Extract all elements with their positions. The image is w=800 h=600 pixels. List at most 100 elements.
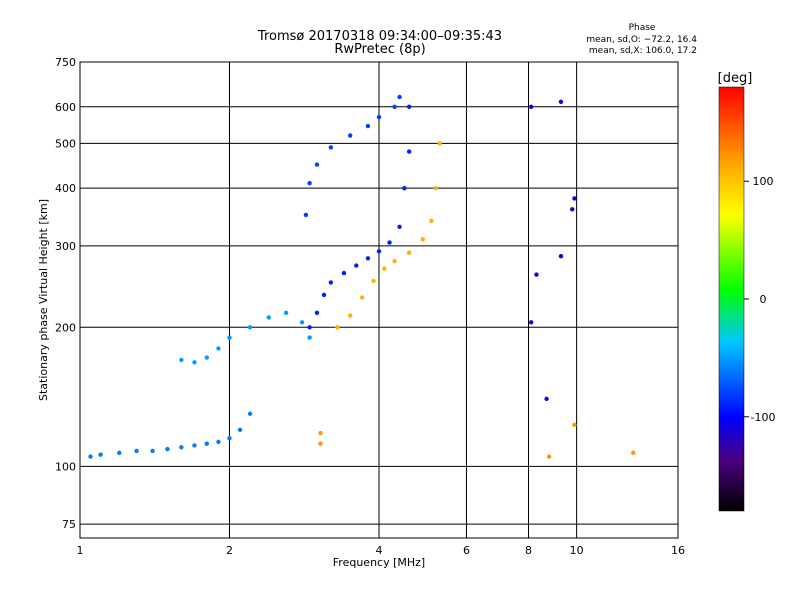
chart-subtitle: RwPretec (8p) [334, 42, 425, 57]
y-axis-label: Stationary phase Virtual Height [km] [37, 199, 50, 401]
y-tick-label: 400 [55, 182, 76, 195]
data-point [303, 212, 309, 218]
x-tick-label: 1 [77, 544, 84, 557]
y-tick-label: 100 [55, 460, 76, 473]
colorbar-ticks: 100 0 -100 [744, 175, 775, 424]
data-point [247, 325, 253, 330]
colorbar-label: [deg] [718, 71, 753, 86]
data-point [216, 439, 221, 445]
data-point [387, 240, 392, 245]
data-point [392, 258, 397, 264]
x-tick-label: 2 [226, 544, 233, 557]
data-point [283, 310, 289, 315]
data-point [376, 249, 382, 254]
data-points [88, 94, 636, 459]
data-point [397, 224, 402, 229]
stats-o-line: mean, sd,O: −72.2, 16.4 [586, 35, 697, 45]
data-point [204, 355, 209, 360]
data-point [299, 320, 305, 325]
data-point [397, 94, 402, 100]
data-point [406, 250, 412, 255]
data-point [216, 346, 221, 351]
data-point [544, 396, 549, 402]
data-point [354, 263, 359, 268]
y-tick-label: 750 [55, 56, 76, 69]
data-point [570, 207, 575, 212]
data-point [558, 99, 564, 105]
data-point [227, 436, 232, 441]
y-tick-label: 600 [55, 101, 76, 114]
data-point [406, 104, 412, 109]
data-point [204, 441, 209, 446]
data-point [382, 266, 387, 271]
stats-x-line: mean, sd,X: 106.0, 17.2 [589, 46, 697, 56]
data-point [192, 443, 197, 448]
data-point [335, 325, 340, 330]
data-point [179, 445, 184, 450]
data-point [347, 133, 353, 138]
x-tick-label: 6 [463, 544, 470, 557]
data-point [227, 335, 232, 340]
data-point [528, 320, 534, 325]
data-point [150, 448, 155, 454]
colorbar-tick-label: 0 [760, 293, 767, 306]
data-point [429, 218, 434, 223]
data-point [307, 181, 312, 186]
data-point [318, 441, 323, 446]
data-point [314, 162, 320, 167]
y-tick-labels: 75 100 200 300 400 500 600 750 [55, 56, 76, 531]
data-point [534, 272, 539, 277]
data-point [247, 411, 253, 416]
data-point [98, 452, 103, 457]
data-point [165, 446, 170, 452]
stats-title: Phase [629, 23, 656, 33]
data-point [341, 270, 347, 276]
data-point [88, 454, 93, 459]
data-point [179, 357, 184, 363]
colorbar-tick-label: -100 [751, 411, 776, 424]
data-point [347, 313, 353, 318]
data-point [318, 430, 323, 436]
data-point [406, 149, 412, 154]
data-point [192, 360, 197, 365]
data-point [631, 450, 636, 456]
data-point [134, 448, 139, 454]
data-point [371, 278, 376, 284]
data-point [359, 295, 365, 300]
data-point [307, 335, 312, 340]
data-point [392, 104, 397, 109]
data-point [117, 450, 122, 456]
data-point [321, 292, 327, 298]
chart-title: Tromsø 20170318 09:34:00–09:35:43 [257, 29, 502, 44]
colorbar [718, 86, 745, 512]
data-point [546, 454, 552, 459]
data-point [328, 145, 334, 150]
data-point [437, 141, 442, 146]
grid-lines [79, 61, 679, 538]
data-point [420, 237, 425, 242]
y-tick-label: 300 [55, 240, 76, 253]
x-tick-label: 16 [671, 544, 685, 557]
data-point [237, 427, 243, 433]
data-point [365, 123, 371, 129]
data-point [328, 280, 334, 285]
x-tick-label: 8 [525, 544, 532, 557]
data-point [528, 104, 534, 109]
data-point [402, 185, 407, 191]
x-tick-label: 4 [376, 544, 383, 557]
data-point [572, 422, 577, 428]
colorbar-tick-label: 100 [753, 175, 774, 188]
x-tick-label: 10 [570, 544, 584, 557]
data-point [558, 254, 564, 259]
data-point [307, 325, 312, 330]
data-point [433, 185, 438, 191]
x-tick-labels: 1 2 4 6 8 10 16 [77, 544, 686, 557]
data-point [365, 256, 371, 261]
y-tick-label: 75 [62, 518, 76, 531]
plot-frame [79, 61, 679, 539]
y-tick-label: 500 [55, 137, 76, 150]
data-point [376, 114, 382, 120]
data-point [266, 315, 272, 320]
data-point [314, 310, 320, 315]
